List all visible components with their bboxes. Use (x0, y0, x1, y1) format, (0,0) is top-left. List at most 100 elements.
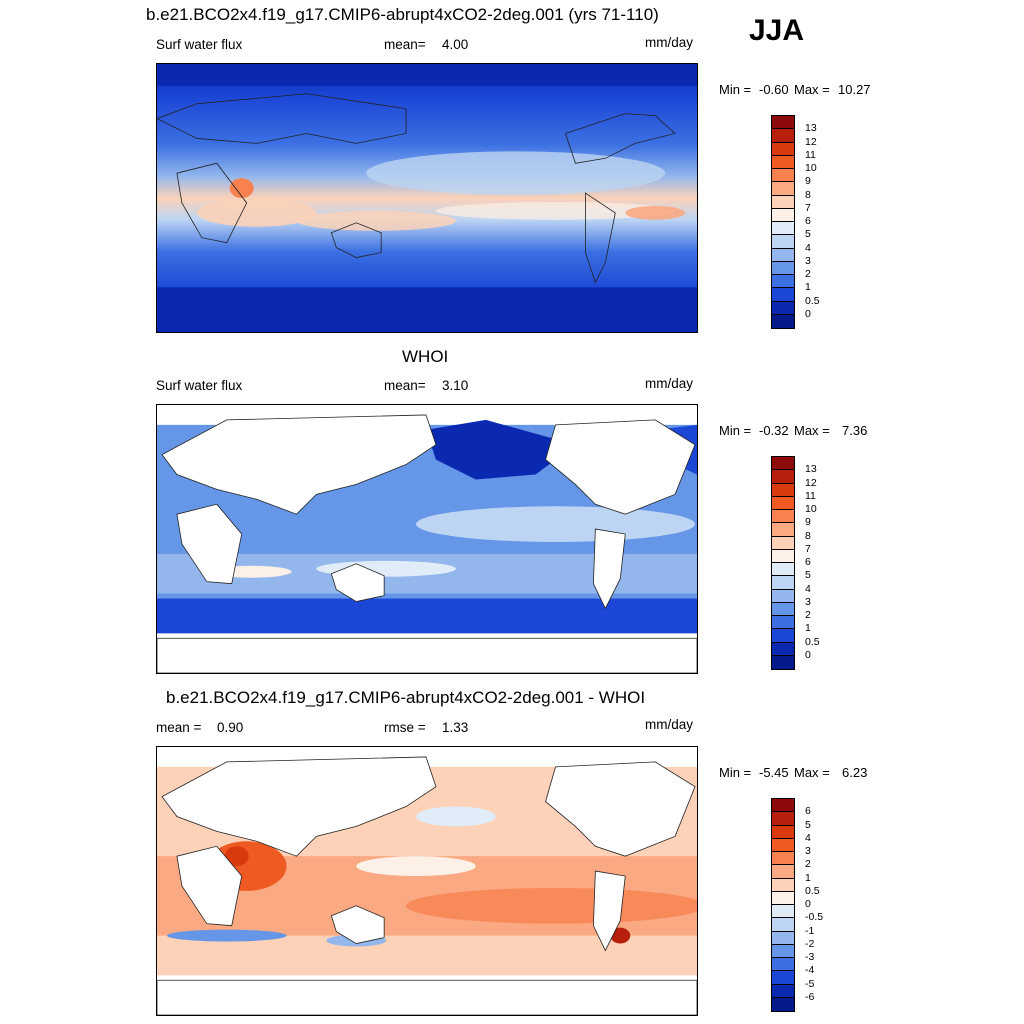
colorbar-swatch (772, 155, 794, 169)
colorbar-swatch (772, 891, 794, 905)
colorbar-tick-label: 8 (805, 188, 811, 201)
colorbar-tick-label: 2 (805, 858, 811, 871)
colorbar-tick-label: 13 (805, 122, 817, 135)
season-label: JJA (749, 14, 805, 47)
colorbar-tick-label: 10 (805, 503, 817, 515)
colorbar-tick-label: 4 (805, 831, 811, 844)
colorbar-swatch (772, 852, 794, 866)
colorbar-tick-label: -2 (805, 937, 815, 950)
diff-colorbar (771, 798, 795, 1012)
model-mean-value: 4.00 (442, 37, 469, 52)
colorbar-tick-label: -3 (805, 951, 815, 963)
obs-max-value: 7.36 (842, 423, 868, 438)
colorbar-tick-label: 2 (805, 609, 811, 621)
colorbar-tick-label: 0.5 (805, 635, 820, 648)
colorbar-swatch (772, 261, 794, 275)
model-max-value: 10.27 (838, 82, 871, 97)
colorbar-swatch (772, 865, 794, 879)
colorbar-swatch (772, 222, 794, 236)
obs-max-label: Max = (794, 423, 830, 438)
colorbar-tick-label: 1 (805, 281, 811, 294)
colorbar-swatch (772, 918, 794, 932)
diff-panel-title: b.e21.BCO2x4.f19_g17.CMIP6-abrupt4xCO2-2… (166, 688, 646, 707)
colorbar-swatch (772, 984, 794, 998)
colorbar-swatch (772, 208, 794, 222)
diff-units-label: mm/day (645, 717, 694, 732)
model-variable-label: Surf water flux (156, 37, 243, 52)
colorbar-tick-label: 0 (805, 898, 811, 910)
colorbar-swatch (772, 195, 794, 209)
colorbar-tick-label: 1 (805, 871, 811, 884)
colorbar-tick-label: -0.5 (805, 911, 824, 924)
colorbar-tick-label: 9 (805, 516, 811, 529)
colorbar-swatch (772, 642, 794, 656)
colorbar-tick-label: 4 (805, 241, 811, 254)
obs-panel-title: WHOI (402, 347, 449, 366)
colorbar-swatch (772, 235, 794, 249)
colorbar-tick-label: 0.5 (805, 294, 820, 307)
colorbar-tick-label: 0.5 (805, 884, 820, 897)
model-colorbar (771, 115, 795, 329)
model-min-label: Min = (719, 82, 752, 97)
colorbar-tick-label: 4 (805, 582, 811, 595)
colorbar-tick-label: 8 (805, 529, 811, 542)
colorbar-swatch (772, 655, 794, 669)
colorbar-swatch (772, 510, 794, 524)
colorbar-tick-label: 3 (805, 845, 811, 857)
colorbar-swatch (772, 314, 794, 328)
colorbar-swatch (772, 616, 794, 630)
colorbar-tick-label: 12 (805, 476, 817, 489)
obs-mean-value: 3.10 (442, 378, 469, 393)
colorbar-swatch (772, 576, 794, 590)
colorbar-tick-label: 5 (805, 569, 811, 582)
colorbar-swatch (772, 549, 794, 563)
model-panel-title: b.e21.BCO2x4.f19_g17.CMIP6-abrupt4xCO2-2… (146, 5, 659, 24)
colorbar-tick-label: 11 (805, 148, 816, 161)
diff-min-value: -5.45 (759, 765, 789, 780)
colorbar-swatch (772, 602, 794, 616)
diff-rmse-label: rmse = (384, 720, 426, 735)
diff-rmse-value: 1.33 (442, 720, 469, 735)
colorbar-swatch (772, 971, 794, 985)
colorbar-swatch (772, 288, 794, 302)
colorbar-tick-label: 0 (805, 648, 811, 661)
colorbar-tick-label: 10 (805, 162, 817, 174)
colorbar-tick-label: 5 (805, 818, 811, 831)
colorbar-swatch (772, 275, 794, 289)
colorbar-swatch (772, 457, 794, 471)
colorbar-swatch (772, 563, 794, 577)
colorbar-tick-label: 5 (805, 228, 811, 241)
colorbar-swatch (772, 931, 794, 945)
obs-map (156, 404, 698, 674)
colorbar-swatch (772, 182, 794, 196)
diff-mean-label: mean = (156, 720, 202, 735)
colorbar-tick-label: -5 (805, 977, 815, 990)
model-max-label: Max = (794, 82, 830, 97)
colorbar-swatch (772, 905, 794, 919)
colorbar-tick-label: 13 (805, 463, 817, 476)
colorbar-tick-label: 6 (805, 805, 811, 818)
colorbar-swatch (772, 958, 794, 972)
model-units-label: mm/day (645, 35, 694, 50)
colorbar-tick-label: -6 (805, 990, 815, 1003)
colorbar-tick-label: 7 (805, 201, 811, 214)
colorbar-tick-label: 6 (805, 556, 811, 568)
colorbar-tick-label: 1 (805, 622, 811, 635)
obs-variable-label: Surf water flux (156, 378, 243, 393)
colorbar-swatch (772, 483, 794, 497)
colorbar-swatch (772, 536, 794, 550)
model-min-value: -0.60 (759, 82, 789, 97)
colorbar-swatch (772, 812, 794, 826)
colorbar-swatch (772, 799, 794, 813)
colorbar-swatch (772, 129, 794, 143)
colorbar-tick-label: 2 (805, 268, 811, 280)
colorbar-tick-label: -1 (805, 924, 815, 937)
colorbar-swatch (772, 470, 794, 484)
model-mean-label: mean= (384, 37, 426, 52)
colorbar-tick-label: 3 (805, 595, 811, 608)
obs-colorbar (771, 456, 795, 670)
colorbar-tick-label: 6 (805, 215, 811, 227)
colorbar-tick-label: 0 (805, 307, 811, 320)
colorbar-swatch (772, 301, 794, 315)
colorbar-swatch (772, 629, 794, 643)
